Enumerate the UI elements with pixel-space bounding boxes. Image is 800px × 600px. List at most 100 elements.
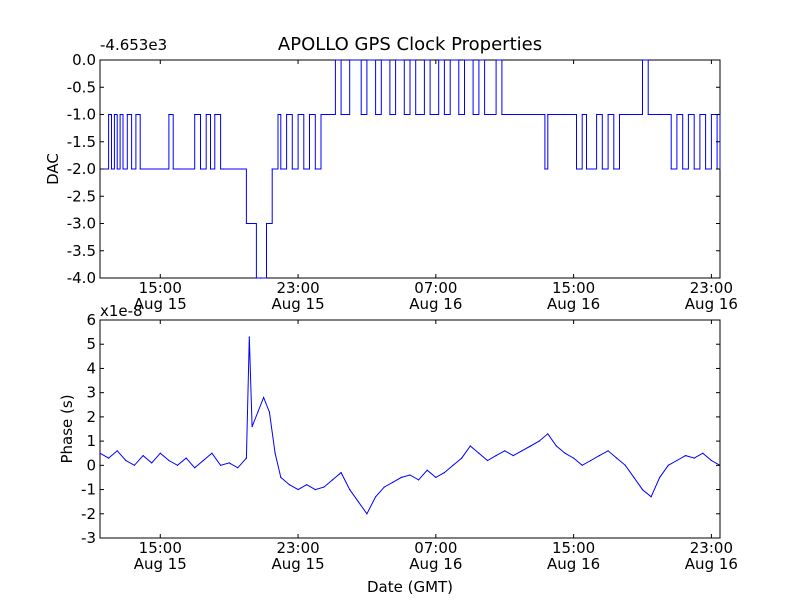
dac-data-point (710, 113, 713, 116)
dac-data-point (131, 168, 133, 170)
phase-data-point (710, 459, 713, 462)
phase-y-tick-label: 4 (86, 359, 96, 377)
phase-data-point (495, 455, 497, 457)
dac-data-point (472, 113, 474, 116)
dac-data-point (334, 59, 336, 61)
dac-data-point (245, 222, 247, 225)
dac-data-point (265, 222, 268, 225)
dac-data-point (409, 59, 411, 61)
dac-data-point (564, 113, 566, 116)
dac-data-point (110, 168, 113, 170)
phase-data-point (443, 472, 445, 474)
phase-x-tick-time: 07:00 (414, 539, 457, 557)
phase-x-tick-time: 23:00 (690, 539, 733, 557)
dac-data-point (687, 113, 690, 116)
phase-data-point (452, 464, 454, 466)
phase-data-point (366, 513, 368, 515)
phase-data-point (251, 426, 253, 428)
dac-data-point (507, 113, 509, 116)
dac-data-point (349, 59, 351, 61)
phase-data-point (400, 476, 402, 478)
dac-data-point (380, 59, 382, 61)
dac-data-point (547, 113, 549, 116)
dac-y-tick-label: -1.0 (67, 106, 96, 124)
dac-data-point (659, 113, 661, 116)
phase-data-point (693, 457, 695, 459)
phase-data-point (461, 457, 463, 459)
dac-data-point (277, 113, 279, 116)
dac-data-point (443, 113, 445, 116)
phase-x-axis-label: Date (GMT) (367, 578, 453, 596)
dac-y-tick-label: -1.5 (67, 133, 96, 151)
phase-x-tick-date: Aug 16 (685, 555, 738, 573)
phase-data-point (478, 452, 480, 454)
dac-data-point (260, 277, 262, 279)
phase-data-point (650, 496, 652, 498)
dac-data-point (682, 168, 684, 170)
phase-data-point (116, 450, 118, 452)
phase-data-point (590, 459, 592, 462)
phase-data-point (392, 481, 394, 483)
phase-data-point (383, 486, 385, 488)
phase-data-point (659, 476, 661, 478)
phase-data-point (469, 445, 471, 447)
phase-data-point (220, 464, 222, 466)
dac-x-tick-time: 15:00 (552, 279, 595, 297)
phase-data-point (151, 462, 153, 464)
dac-data-point (220, 168, 222, 170)
dac-data-point (484, 113, 486, 116)
dac-x-tick-date: Aug 16 (409, 295, 462, 313)
dac-data-point (222, 168, 224, 170)
phase-data-point (530, 445, 532, 447)
dac-x-tick-date: Aug 15 (271, 295, 324, 313)
phase-data-point (667, 464, 669, 466)
dac-data-point (280, 168, 282, 170)
phase-data-point (340, 472, 342, 474)
dac-x-tick-time: 23:00 (276, 279, 319, 297)
dac-data-point (403, 113, 405, 116)
dac-data-point (303, 168, 305, 170)
dac-data-point (613, 168, 615, 170)
phase-y-tick-label: 1 (86, 432, 96, 450)
phase-data-point (512, 455, 514, 457)
figure-title: APOLLO GPS Clock Properties (278, 34, 542, 55)
phase-data-point (435, 476, 437, 478)
phase-data-point (306, 484, 308, 486)
phase-data-point (504, 450, 506, 452)
phase-data-point (176, 464, 179, 466)
phase-y-tick-label: 5 (86, 335, 96, 353)
dac-data-point (194, 113, 196, 116)
dac-data-point (126, 113, 128, 116)
phase-data-point (357, 501, 359, 503)
phase-data-point (297, 489, 299, 491)
dac-data-point (308, 113, 311, 116)
dac-x-tick-time: 23:00 (690, 279, 733, 297)
phase-data-point (288, 484, 290, 486)
phase-data-point (99, 452, 101, 454)
dac-data-point (495, 59, 497, 61)
dac-data-point (199, 168, 202, 170)
phase-data-point (142, 455, 144, 457)
phase-data-point (168, 459, 170, 462)
phase-data-point (349, 489, 351, 491)
phase-data-point (248, 336, 250, 338)
dac-data-point (320, 113, 322, 116)
dac-y-tick-label: -4.0 (67, 269, 96, 287)
dac-data-point (624, 113, 626, 116)
dac-y-tick-label: -3.5 (67, 242, 96, 260)
phase-data-point (323, 486, 325, 488)
dac-data-point (366, 59, 368, 61)
phase-data-point (125, 459, 127, 462)
dac-data-point (693, 168, 695, 170)
phase-y-tick-label: -1 (81, 481, 96, 499)
dac-data-point (415, 113, 417, 116)
phase-data-point (547, 433, 549, 435)
phase-data-point (521, 450, 523, 452)
dac-data-point (501, 113, 503, 116)
phase-x-tick-time: 15:00 (552, 539, 595, 557)
phase-data-point (228, 462, 230, 464)
dac-y-tick-label: -2.5 (67, 187, 96, 205)
dac-data-point (585, 168, 588, 170)
phase-plot-area (99, 336, 721, 515)
